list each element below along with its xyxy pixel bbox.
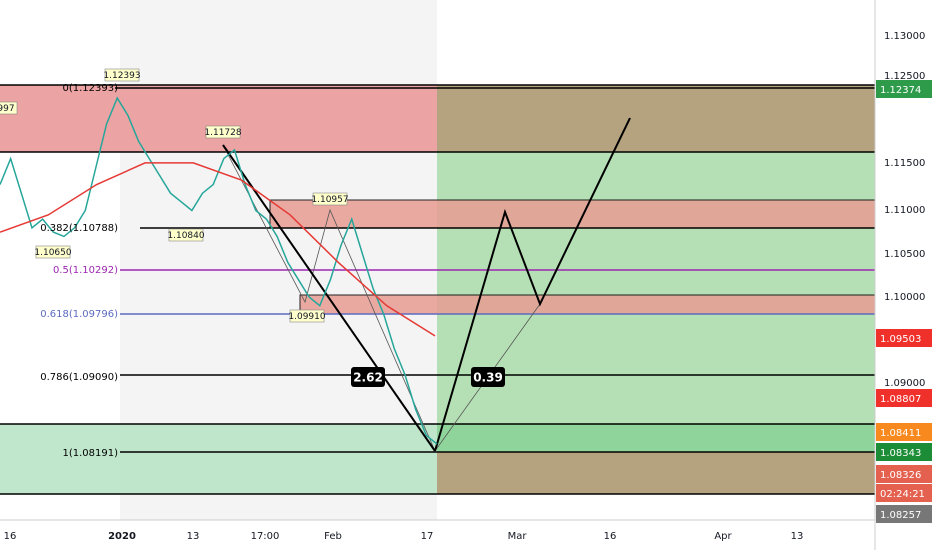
point-label-box: [104, 68, 140, 82]
fib-label: 0.618(1.09796): [40, 309, 118, 320]
point-label-box: [0, 101, 18, 115]
point-label-box: [205, 125, 241, 139]
price-badge-label: 1.08257: [880, 510, 921, 521]
ratio-label: 0.39: [473, 371, 503, 385]
price-badge: [876, 80, 932, 98]
point-label: 1.12393: [103, 71, 140, 81]
price-badge-label: 1.08807: [880, 394, 921, 405]
price-badge-label: 1.12374: [880, 85, 921, 96]
price-badge: [876, 505, 932, 523]
moving-average: [0, 162, 436, 337]
price-tick: 1.09000: [884, 378, 925, 389]
price-tick: 1.12500: [884, 71, 925, 82]
price-badge-label: 1.08343: [880, 448, 921, 459]
point-label: 1.11728: [204, 128, 241, 138]
time-tick: 2020: [108, 531, 136, 542]
price-badge-label: 1.09503: [880, 334, 921, 345]
fib-label: 0.382(1.10788): [40, 223, 118, 234]
ratio-box: [351, 367, 385, 387]
price-badge-label: 1.08326: [880, 470, 921, 481]
time-tick: 16: [604, 531, 617, 542]
price-badge: [876, 443, 932, 461]
price-badge-label: 1.08411: [880, 428, 921, 439]
point-label-box: [168, 228, 204, 242]
price-badge: [876, 389, 932, 407]
resistance-zone: [269, 199, 876, 229]
pattern-guide: [222, 144, 541, 452]
loss-zone: [437, 452, 875, 494]
point-label: 997: [0, 104, 15, 114]
time-tick: 16: [4, 531, 17, 542]
price-badge: [876, 465, 932, 483]
point-label-box: [289, 309, 325, 323]
time-tick: 13: [791, 531, 804, 542]
supply-zone: [0, 85, 437, 152]
demand-zone-ext: [437, 424, 875, 452]
ratio-label: 2.62: [353, 371, 383, 385]
point-label: 1.10957: [311, 195, 348, 205]
price-badge: [876, 484, 932, 502]
time-tick: 17: [421, 531, 434, 542]
fib-label: 0(1.12393): [62, 83, 118, 94]
fib-lines: [0, 84, 875, 495]
time-tick: 17:00: [251, 531, 280, 542]
point-label-box: [312, 192, 348, 206]
price-tick: 1.13000: [884, 31, 925, 42]
price-tick: 1.10000: [884, 292, 925, 303]
time-tick: Apr: [714, 531, 732, 542]
point-label: 1.09910: [288, 312, 325, 322]
demand-zone: [0, 424, 437, 494]
projection: [434, 117, 631, 452]
price-badge: [876, 329, 932, 347]
time-tick: Feb: [324, 531, 342, 542]
price-badge: [876, 423, 932, 441]
point-label: 1.10840: [167, 231, 204, 241]
price-tick: 1.10500: [884, 249, 925, 260]
price-tick: 1.11500: [884, 158, 925, 169]
ratio-box: [471, 367, 505, 387]
point-label: 1.10650: [34, 248, 71, 258]
time-tick: 13: [187, 531, 200, 542]
fib-label: 0.786(1.09090): [40, 372, 118, 383]
price-badge-label: 02:24:21: [880, 489, 925, 500]
pattern-leg: [222, 144, 436, 452]
fib-label: 1(1.08191): [62, 448, 118, 459]
stop-zone: [437, 85, 875, 152]
price-tick: 1.11000: [884, 205, 925, 216]
point-label-box: [35, 245, 71, 259]
fib-label: 0.5(1.10292): [53, 265, 118, 276]
time-tick: Mar: [508, 531, 528, 542]
